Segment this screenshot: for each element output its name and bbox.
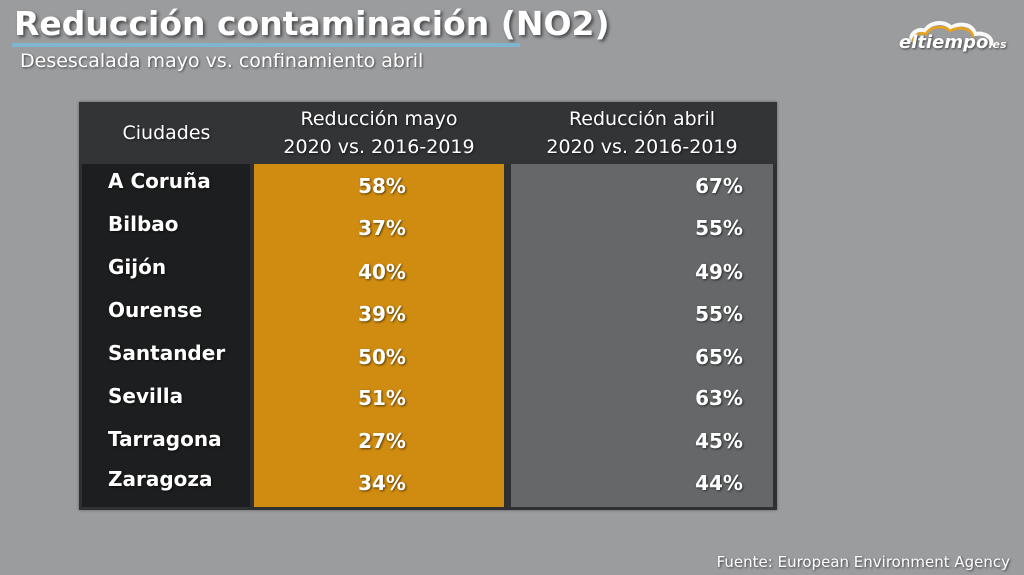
april-value: 65%	[695, 345, 743, 369]
reduction-table: Ciudades Reducción mayo 2020 vs. 2016-20…	[79, 102, 777, 510]
may-value: 40%	[358, 260, 406, 284]
april-value: 67%	[695, 174, 743, 198]
city-label: A Coruña	[108, 169, 211, 193]
title-underline	[12, 43, 520, 47]
april-value: 55%	[695, 216, 743, 240]
may-value: 34%	[358, 471, 406, 495]
source-note: Fuente: European Environment Agency	[716, 553, 1010, 571]
header-may-line1: Reducción mayo	[300, 108, 458, 130]
april-column: 67% 55% 49% 55% 65% 63% 45% 44%	[511, 164, 773, 507]
may-value: 50%	[358, 345, 406, 369]
may-value: 27%	[358, 429, 406, 453]
page-subtitle: Desescalada mayo vs. confinamiento abril	[20, 50, 424, 72]
header-may: Reducción mayo 2020 vs. 2016-2019	[254, 102, 504, 164]
april-value: 45%	[695, 429, 743, 453]
city-label: Ourense	[108, 298, 203, 322]
city-label: Sevilla	[108, 384, 184, 408]
cities-column: A Coruña Bilbao Gijón Ourense Santander Sevil…	[82, 164, 250, 507]
city-label: Zaragoza	[108, 467, 213, 491]
april-value: 55%	[695, 302, 743, 326]
april-value: 44%	[695, 471, 743, 495]
header-cities: Ciudades	[79, 102, 254, 164]
city-label: Gijón	[108, 255, 167, 279]
may-value: 39%	[358, 302, 406, 326]
header-april-line1: Reducción abril	[568, 108, 716, 130]
logo-text: eltiempo.es	[899, 32, 1007, 53]
eltiempo-logo: eltiempo.es	[893, 18, 1011, 60]
april-value: 49%	[695, 260, 743, 284]
header-april-line2: 2020 vs. 2016-2019	[546, 136, 738, 158]
cloud-icon	[909, 21, 994, 46]
page-title: Reducción contaminación (NO2)	[14, 4, 610, 43]
header-may-line2: 2020 vs. 2016-2019	[283, 136, 475, 158]
may-value: 58%	[358, 174, 406, 198]
header-april: Reducción abril 2020 vs. 2016-2019	[511, 102, 773, 164]
city-label: Santander	[108, 341, 226, 365]
city-label: Bilbao	[108, 212, 179, 236]
april-value: 63%	[695, 386, 743, 410]
may-value: 51%	[358, 386, 406, 410]
may-value: 37%	[358, 216, 406, 240]
city-label: Tarragona	[108, 427, 222, 451]
header-cities-label: Ciudades	[122, 122, 211, 144]
may-column: 58% 37% 40% 39% 50% 51% 27% 34%	[254, 164, 504, 507]
table-header: Ciudades Reducción mayo 2020 vs. 2016-20…	[79, 102, 777, 164]
